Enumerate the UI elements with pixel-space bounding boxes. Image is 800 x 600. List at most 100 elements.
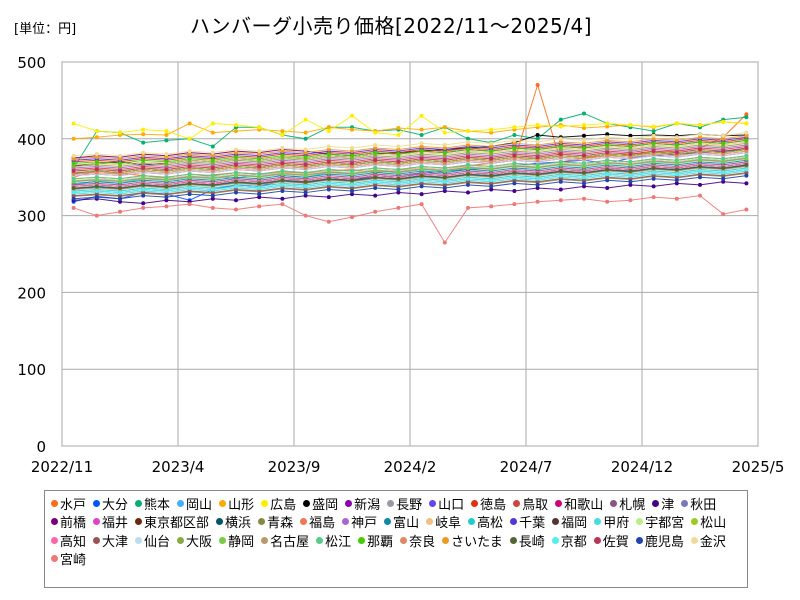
data-point — [396, 162, 401, 167]
data-point — [419, 156, 424, 161]
data-point — [419, 152, 424, 157]
data-point — [605, 172, 610, 177]
legend-marker — [219, 499, 227, 507]
legend-marker — [177, 499, 185, 507]
data-point — [396, 187, 401, 192]
data-point — [303, 158, 308, 163]
legend-marker — [316, 536, 324, 544]
data-point — [698, 193, 702, 198]
data-point — [326, 144, 331, 149]
data-point — [605, 135, 610, 140]
legend-label: 札幌 — [619, 497, 646, 513]
legend-item: さいたま — [442, 531, 503, 550]
legend-marker — [510, 518, 518, 526]
series-line — [73, 136, 747, 161]
data-point — [141, 150, 146, 155]
data-point — [187, 121, 192, 126]
data-point — [257, 156, 262, 161]
data-point — [558, 176, 563, 181]
data-point — [489, 130, 494, 135]
series-line — [73, 115, 747, 140]
legend-label: 鳥取 — [522, 497, 549, 513]
data-point — [350, 153, 354, 158]
data-point — [744, 153, 749, 158]
data-point — [118, 193, 122, 198]
data-point — [721, 179, 726, 184]
data-point — [303, 187, 308, 192]
legend-label: 山形 — [228, 497, 255, 513]
legend-marker — [690, 536, 698, 544]
data-point — [396, 152, 401, 157]
data-point — [651, 129, 656, 134]
data-point — [350, 178, 354, 183]
data-point — [744, 167, 749, 172]
legend-label: 岡山 — [186, 497, 213, 513]
data-point — [373, 182, 378, 187]
data-point — [535, 179, 540, 184]
data-point — [558, 147, 563, 152]
legend-item: 福岡 — [552, 513, 587, 531]
legend-marker — [219, 536, 227, 544]
data-point — [210, 173, 215, 178]
data-point — [535, 176, 540, 181]
data-point — [210, 144, 215, 149]
data-point — [512, 149, 517, 154]
data-point — [442, 153, 447, 158]
data-point — [698, 139, 702, 144]
legend-label: 松江 — [325, 534, 352, 550]
data-point — [744, 181, 749, 186]
legend-item: 神戸 — [342, 513, 377, 531]
data-point — [257, 185, 262, 190]
data-point — [651, 152, 656, 157]
data-point — [234, 162, 238, 167]
data-point — [558, 139, 563, 144]
legend-label: 高知 — [60, 534, 87, 550]
legend-label: 横浜 — [225, 516, 252, 532]
legend-label: 盛岡 — [312, 497, 339, 513]
legend-marker — [51, 518, 58, 526]
legend-item: 鹿児島 — [635, 531, 684, 550]
data-point — [466, 165, 470, 170]
legend-item: 津 — [652, 494, 674, 513]
data-point — [234, 190, 238, 195]
data-point — [71, 156, 76, 161]
data-point — [234, 155, 238, 160]
data-point — [234, 165, 238, 170]
data-point — [605, 150, 610, 155]
data-point — [303, 190, 308, 195]
data-point — [303, 179, 308, 184]
data-point — [350, 215, 354, 220]
data-point — [628, 144, 633, 149]
data-point — [118, 209, 122, 214]
legend-item: 福島 — [300, 513, 335, 531]
legend-label: 大津 — [102, 534, 129, 550]
series-line — [73, 170, 747, 195]
data-point — [721, 173, 726, 178]
legend-marker — [691, 518, 699, 526]
data-point — [674, 167, 679, 172]
legend-marker — [513, 499, 521, 507]
data-point — [721, 149, 726, 154]
data-point — [326, 167, 331, 172]
data-point — [210, 187, 215, 192]
data-point — [582, 126, 586, 131]
data-point — [512, 178, 517, 183]
data-point — [512, 175, 517, 180]
data-point — [744, 146, 749, 151]
data-point — [582, 156, 586, 161]
legend-item: 山形 — [219, 494, 254, 513]
data-point — [558, 136, 563, 141]
data-point — [582, 141, 586, 146]
data-point — [373, 193, 378, 198]
data-point — [698, 122, 702, 127]
data-point — [535, 165, 540, 170]
data-point — [350, 172, 354, 177]
legend-item: 東京都区部 — [135, 513, 209, 531]
legend-label: 那覇 — [367, 534, 394, 550]
data-point — [164, 138, 169, 143]
data-point — [442, 158, 447, 163]
data-point — [651, 133, 656, 138]
data-point — [187, 175, 192, 180]
legend-item: 新潟 — [345, 494, 380, 513]
data-point — [674, 150, 679, 155]
